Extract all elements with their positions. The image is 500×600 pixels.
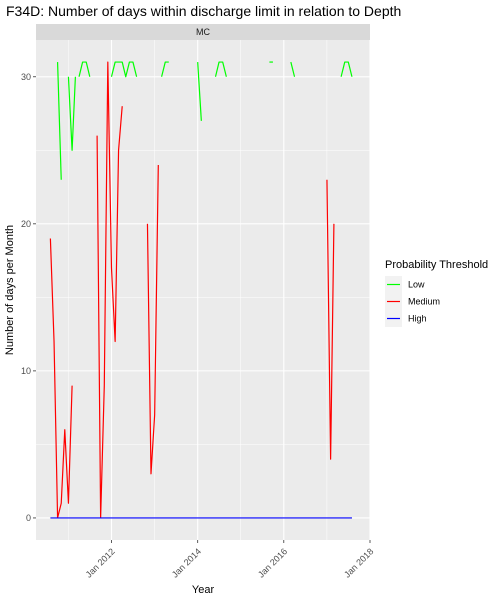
series-line-low — [78, 61, 91, 77]
series-line-low — [110, 61, 138, 78]
y-axis-title: Number of days per Month — [4, 225, 16, 355]
facet-strip — [36, 24, 370, 40]
x-tick-label: Jan 2016 — [256, 546, 289, 579]
series-line-medium — [146, 164, 159, 475]
series-line-low — [214, 61, 227, 77]
legend-label-medium: Medium — [408, 297, 440, 307]
axis-ticks — [33, 76, 371, 543]
x-tick-label: Jan 2012 — [84, 546, 117, 579]
y-tick-label: 30 — [21, 72, 31, 82]
x-tick-label: Jan 2014 — [170, 546, 203, 579]
legend: Probability Threshold Low Medium High — [385, 259, 488, 327]
grid-major — [36, 40, 371, 540]
series-line-medium — [326, 179, 335, 460]
grid-minor — [36, 40, 370, 540]
series-line-low — [161, 61, 169, 77]
series-layer — [49, 61, 353, 519]
series-line-low — [56, 62, 62, 180]
y-tick-label: 20 — [21, 219, 31, 229]
series-line-medium — [49, 238, 73, 519]
series-line-medium — [96, 61, 123, 519]
series-line-low — [290, 61, 296, 77]
x-axis-title: Year — [192, 584, 215, 596]
x-tick-label: Jan 2018 — [342, 546, 375, 579]
y-tick-label: 0 — [26, 513, 31, 523]
legend-label-low: Low — [408, 280, 425, 290]
chart-title: F34D: Number of days within discharge li… — [6, 3, 401, 19]
series-line-low — [67, 76, 76, 151]
series-line-low — [197, 62, 202, 121]
series-line-low — [340, 61, 353, 77]
y-tick-label: 10 — [21, 366, 31, 376]
facet-label: MC — [196, 27, 210, 37]
plot-panel — [36, 40, 370, 540]
legend-title: Probability Threshold — [385, 259, 488, 271]
legend-label-high: High — [408, 314, 427, 324]
